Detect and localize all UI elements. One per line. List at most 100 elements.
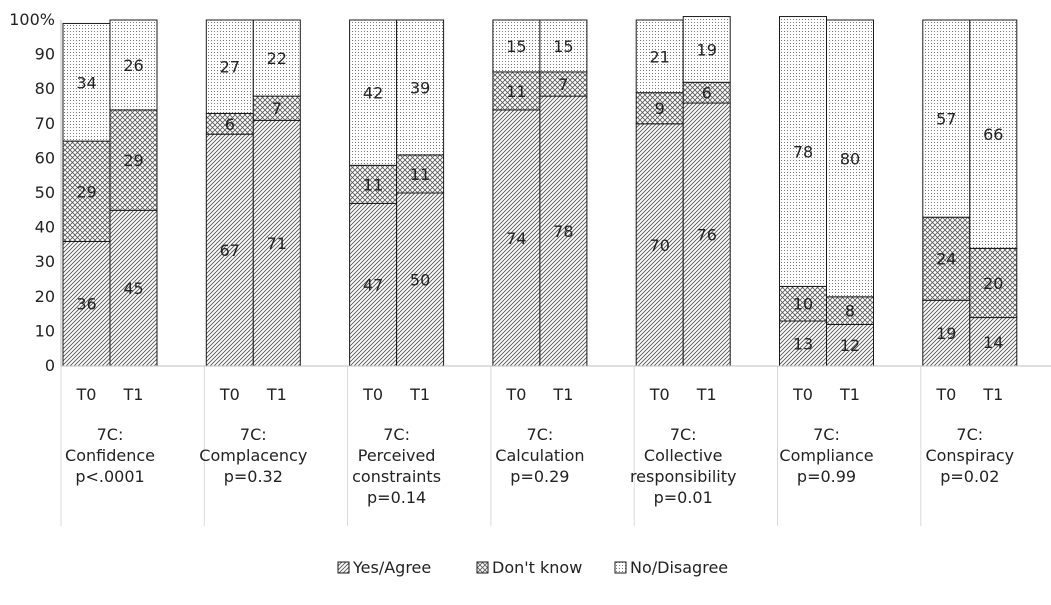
y-tick-label: 0 [45, 356, 55, 375]
bar-segment [922, 19, 971, 218]
data-label: 50 [410, 271, 430, 290]
x-tick-label: T1 [839, 385, 860, 404]
x-tick-label: T1 [123, 385, 144, 404]
data-label: 24 [936, 250, 956, 269]
data-label: 45 [123, 279, 143, 298]
bar-segment [492, 19, 541, 73]
data-label: 80 [840, 149, 860, 168]
group-label: p=0.14 [367, 488, 426, 507]
data-label: 39 [410, 78, 430, 97]
group-label: 7C: [527, 425, 554, 444]
bar-segment [539, 95, 588, 367]
bar-segment [396, 154, 445, 194]
group-label: 7C: [956, 425, 983, 444]
plot-area: 0 10 20 30 40 50 60 70 80 90 100% 36 29 34 T0 45 29 26 T1 7… [9, 10, 1051, 526]
bar-segment [252, 119, 301, 367]
data-label: 26 [123, 56, 143, 75]
data-label: 74 [506, 229, 526, 248]
data-label: 13 [793, 335, 813, 354]
bar-segment [62, 140, 111, 242]
x-tick-label: T0 [935, 385, 956, 404]
bar-segment [779, 16, 827, 287]
x-tick-label: T1 [552, 385, 573, 404]
y-tick-label: 90 [35, 45, 55, 64]
group-label: p=0.99 [797, 467, 856, 486]
bar-segment [826, 296, 874, 325]
bar-segment [635, 92, 684, 125]
group-label: p=0.02 [940, 467, 999, 486]
data-label: 76 [697, 226, 717, 245]
legend-swatch [614, 561, 627, 574]
bar-segment [539, 71, 588, 97]
group-label: Perceived [358, 446, 436, 465]
legend-swatch [476, 561, 489, 574]
legend: Yes/Agree Don't know No/Disagree [337, 558, 728, 577]
group-label: 7C: [670, 425, 697, 444]
group-label: p=0.32 [224, 467, 283, 486]
y-tick-label: 50 [35, 183, 55, 202]
data-label: 14 [983, 333, 1003, 352]
y-tick-label: 20 [35, 287, 55, 306]
data-label: 20 [983, 274, 1003, 293]
data-label: 27 [220, 58, 240, 77]
legend-swatch [337, 561, 350, 574]
data-label: 11 [506, 82, 526, 101]
x-tick-label: T0 [792, 385, 813, 404]
bar-segment [396, 19, 445, 156]
data-label: 7 [558, 75, 568, 94]
data-label: 71 [267, 234, 287, 253]
group-label: Compliance [779, 446, 873, 465]
data-label: 12 [840, 336, 860, 355]
group-label: p<.0001 [75, 467, 144, 486]
bar-segment [539, 19, 588, 73]
data-label: 19 [936, 324, 956, 343]
data-label: 34 [76, 73, 96, 92]
bar-segment [349, 19, 398, 166]
bar-segment [205, 19, 254, 114]
group-label: Collective [644, 446, 723, 465]
data-label: 11 [363, 175, 383, 194]
data-label: 67 [220, 241, 240, 260]
data-label: 15 [506, 37, 526, 56]
data-label: 22 [267, 49, 287, 68]
data-label: 10 [793, 295, 813, 314]
bar-segment [109, 209, 158, 367]
group-label: constraints [352, 467, 441, 486]
x-tick-label: T1 [266, 385, 287, 404]
group-label: Conspiracy [925, 446, 1014, 465]
x-tick-label: T1 [696, 385, 717, 404]
data-label: 9 [655, 99, 665, 118]
data-label: 15 [553, 37, 573, 56]
data-label: 42 [363, 84, 383, 103]
group-label: p=0.29 [510, 467, 569, 486]
bar-segment [109, 19, 158, 111]
data-label: 70 [650, 236, 670, 255]
data-label: 78 [553, 222, 573, 241]
x-tick-label: T0 [362, 385, 383, 404]
data-label: 21 [650, 47, 670, 66]
data-label: 78 [793, 142, 813, 161]
y-tick-label: 10 [35, 321, 55, 340]
bar-segment [969, 247, 1018, 319]
y-tick-label: 40 [35, 218, 55, 237]
data-label: 66 [983, 125, 1003, 144]
group-label: Complacency [199, 446, 307, 465]
data-label: 29 [123, 151, 143, 170]
bar-segment [349, 202, 398, 367]
bar-segment [252, 19, 301, 97]
y-tick-label: 70 [35, 114, 55, 133]
y-tick-label: 30 [35, 252, 55, 271]
bar-segment [826, 19, 874, 298]
bar-segment [252, 95, 301, 121]
group-label: 7C: [97, 425, 124, 444]
data-label: 11 [410, 165, 430, 184]
data-label: 57 [936, 110, 956, 129]
bar-segment [969, 19, 1018, 249]
x-tick-label: T0 [505, 385, 526, 404]
x-tick-label: T1 [982, 385, 1003, 404]
legend-entry: Yes/Agree [352, 558, 431, 577]
group-label: p=0.01 [654, 488, 713, 507]
bar-segment [635, 19, 684, 94]
data-label: 47 [363, 276, 383, 295]
